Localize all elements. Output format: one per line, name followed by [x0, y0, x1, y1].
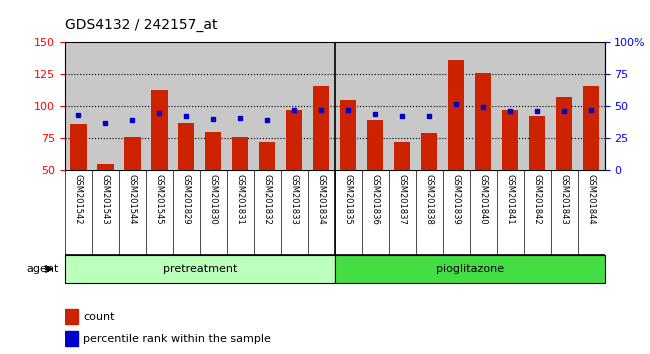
- Bar: [313, 86, 330, 170]
- Text: GSM201841: GSM201841: [506, 174, 515, 225]
- Text: GSM201833: GSM201833: [290, 174, 299, 225]
- Text: percentile rank within the sample: percentile rank within the sample: [83, 334, 271, 344]
- Text: GSM201545: GSM201545: [155, 174, 164, 225]
- Text: GSM201831: GSM201831: [236, 174, 245, 225]
- Bar: [340, 100, 356, 170]
- Text: count: count: [83, 312, 114, 322]
- Text: agent: agent: [26, 264, 58, 274]
- Bar: [335, 255, 604, 283]
- Bar: [502, 110, 518, 170]
- Text: GSM201836: GSM201836: [370, 174, 380, 225]
- Text: GDS4132 / 242157_at: GDS4132 / 242157_at: [65, 18, 218, 32]
- Text: GSM201840: GSM201840: [478, 174, 488, 225]
- Bar: [65, 255, 335, 283]
- Bar: [151, 90, 168, 170]
- Bar: [259, 142, 276, 170]
- Text: GSM201832: GSM201832: [263, 174, 272, 225]
- Text: GSM201829: GSM201829: [182, 174, 191, 225]
- Bar: [232, 137, 248, 170]
- Text: GSM201835: GSM201835: [344, 174, 353, 225]
- Text: GSM201542: GSM201542: [74, 174, 83, 225]
- Bar: [70, 124, 86, 170]
- Text: pioglitazone: pioglitazone: [436, 264, 504, 274]
- Bar: [205, 132, 222, 170]
- Bar: [286, 110, 302, 170]
- Bar: [65, 309, 78, 324]
- Bar: [556, 97, 572, 170]
- Text: GSM201843: GSM201843: [560, 174, 569, 225]
- Text: pretreatment: pretreatment: [162, 264, 237, 274]
- Bar: [178, 123, 194, 170]
- Bar: [448, 60, 464, 170]
- Bar: [98, 164, 114, 170]
- Bar: [583, 86, 599, 170]
- Bar: [367, 120, 383, 170]
- Bar: [421, 133, 437, 170]
- Text: GSM201543: GSM201543: [101, 174, 110, 225]
- Text: GSM201838: GSM201838: [424, 174, 434, 225]
- Text: GSM201842: GSM201842: [532, 174, 541, 225]
- Bar: [65, 331, 78, 346]
- Text: GSM201839: GSM201839: [452, 174, 461, 225]
- Bar: [394, 142, 410, 170]
- Text: GSM201837: GSM201837: [398, 174, 407, 225]
- Text: GSM201844: GSM201844: [586, 174, 595, 225]
- Text: GSM201830: GSM201830: [209, 174, 218, 225]
- Bar: [124, 137, 140, 170]
- Text: GSM201544: GSM201544: [128, 174, 137, 225]
- Text: GSM201834: GSM201834: [317, 174, 326, 225]
- Bar: [529, 116, 545, 170]
- Bar: [475, 73, 491, 170]
